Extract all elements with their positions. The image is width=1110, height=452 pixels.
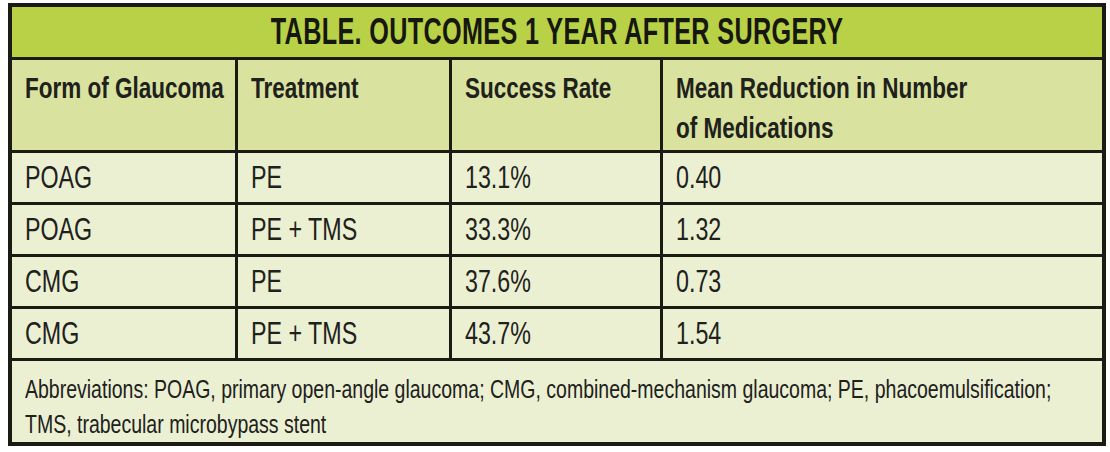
column-header-treatment: Treatment xyxy=(238,60,452,150)
cell-form-of-glaucoma: CMG xyxy=(12,257,238,306)
table-title-bar: TABLE. OUTCOMES 1 YEAR AFTER SURGERY xyxy=(12,7,1102,60)
cell-value: PE xyxy=(251,264,282,300)
column-header-label-line-1: Mean Reduction in Number xyxy=(676,68,996,108)
cell-treatment: PE + TMS xyxy=(238,309,452,358)
cell-mean-reduction: 0.40 xyxy=(663,153,1102,202)
cell-value: 0.40 xyxy=(676,160,721,196)
column-header-label: Form of Glaucoma xyxy=(25,68,183,108)
column-header-label: Success Rate xyxy=(465,68,611,108)
outcomes-table: TABLE. OUTCOMES 1 YEAR AFTER SURGERY For… xyxy=(8,3,1106,446)
cell-value: PE + TMS xyxy=(251,212,357,248)
cell-success-rate: 37.6% xyxy=(452,257,663,306)
cell-form-of-glaucoma: CMG xyxy=(12,309,238,358)
table-row-2: POAG PE + TMS 33.3% 1.32 xyxy=(12,205,1102,257)
cell-value: CMG xyxy=(25,316,79,352)
cell-success-rate: 33.3% xyxy=(452,205,663,254)
table-row-3: CMG PE 37.6% 0.73 xyxy=(12,257,1102,309)
cell-value: 37.6% xyxy=(465,264,531,300)
cell-success-rate: 13.1% xyxy=(452,153,663,202)
cell-value: 1.54 xyxy=(676,316,721,352)
cell-treatment: PE xyxy=(238,257,452,306)
column-header-label-line-2: of Medications xyxy=(676,108,996,148)
cell-treatment: PE xyxy=(238,153,452,202)
cell-treatment: PE + TMS xyxy=(238,205,452,254)
column-header-mean-reduction: Mean Reduction in Number of Medications xyxy=(663,60,1102,150)
cell-value: 13.1% xyxy=(465,160,531,196)
abbreviations-line-1: Abbreviations: POAG, primary open-angle … xyxy=(25,372,833,407)
cell-value: 33.3% xyxy=(465,212,531,248)
abbreviations-note: Abbreviations: POAG, primary open-angle … xyxy=(12,361,1102,442)
cell-value: 0.73 xyxy=(676,264,721,300)
table-header-row: Form of Glaucoma Treatment Success Rate … xyxy=(12,60,1102,153)
cell-mean-reduction: 0.73 xyxy=(663,257,1102,306)
column-header-label: Treatment xyxy=(251,68,400,108)
cell-value: 43.7% xyxy=(465,316,531,352)
cell-form-of-glaucoma: POAG xyxy=(12,205,238,254)
table-row-1: POAG PE 13.1% 0.40 xyxy=(12,153,1102,205)
cell-value: CMG xyxy=(25,264,79,300)
page: TABLE. OUTCOMES 1 YEAR AFTER SURGERY For… xyxy=(0,0,1110,452)
cell-form-of-glaucoma: POAG xyxy=(12,153,238,202)
cell-value: PE xyxy=(251,160,282,196)
column-header-form-of-glaucoma: Form of Glaucoma xyxy=(12,60,238,150)
cell-value: PE + TMS xyxy=(251,316,357,352)
table-row-4: CMG PE + TMS 43.7% 1.54 xyxy=(12,309,1102,361)
cell-mean-reduction: 1.32 xyxy=(663,205,1102,254)
cell-mean-reduction: 1.54 xyxy=(663,309,1102,358)
cell-value: 1.32 xyxy=(676,212,721,248)
table-title: TABLE. OUTCOMES 1 YEAR AFTER SURGERY xyxy=(271,11,844,53)
cell-value: POAG xyxy=(25,212,92,248)
cell-success-rate: 43.7% xyxy=(452,309,663,358)
abbreviations-line-2: TMS, trabecular microbypass stent xyxy=(25,407,833,442)
cell-value: POAG xyxy=(25,160,92,196)
column-header-success-rate: Success Rate xyxy=(452,60,663,150)
